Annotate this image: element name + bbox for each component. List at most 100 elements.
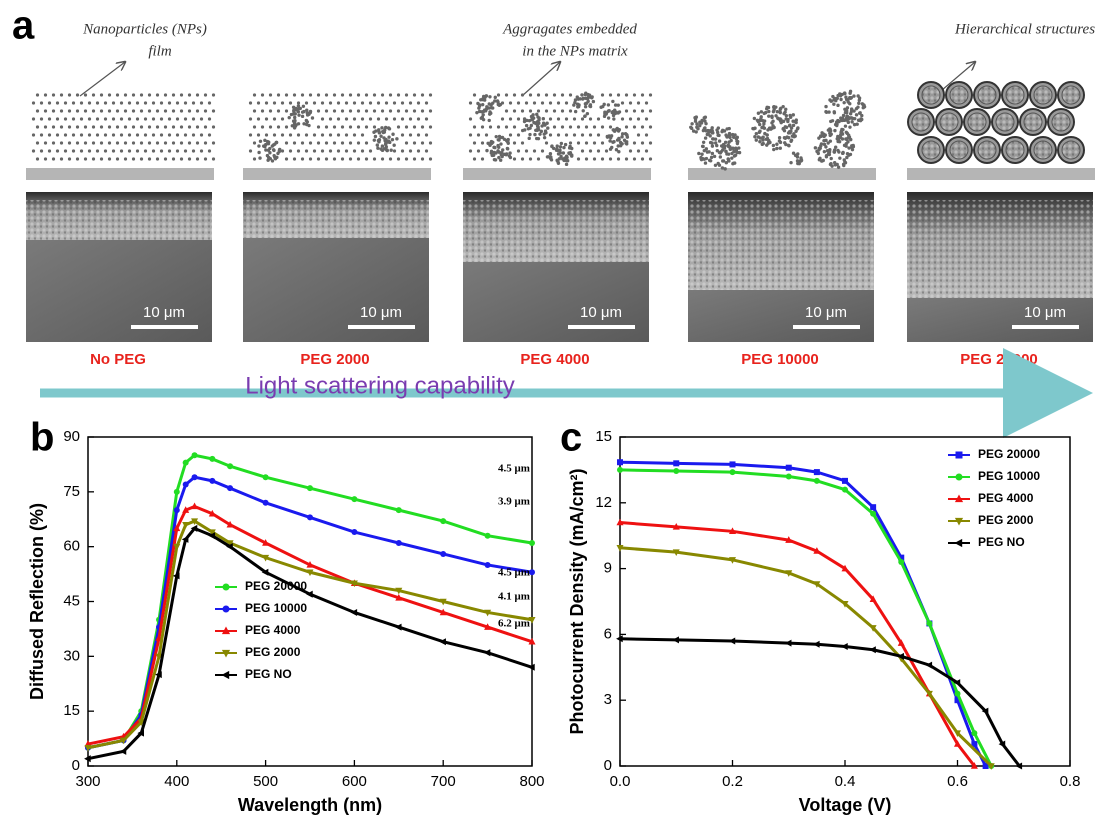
schematic-particle	[694, 115, 699, 119]
schematic-particle	[131, 141, 136, 145]
schematic-particle	[604, 149, 609, 153]
schematic-particle	[83, 141, 88, 145]
schematic-particle	[107, 141, 112, 145]
schematic-particle	[715, 143, 719, 148]
schematic-particle	[272, 101, 277, 105]
schematic-particle	[577, 103, 581, 107]
schematic-particle	[616, 129, 621, 133]
schematic-particle	[39, 101, 44, 105]
schematic-particle	[476, 101, 480, 106]
schematic-particle	[257, 144, 261, 148]
schematic-particle	[689, 126, 694, 131]
sem-substrate	[907, 298, 1093, 342]
point	[84, 744, 92, 752]
schematic-particle	[501, 148, 505, 152]
y-tick-label: 6	[604, 625, 612, 642]
schematic-particle	[344, 117, 349, 121]
schematic-particle	[344, 133, 349, 137]
schematic-particle	[540, 101, 545, 105]
schematic-particle	[75, 157, 80, 161]
schematic-particle	[389, 148, 393, 152]
point	[616, 518, 624, 526]
point	[841, 564, 849, 572]
sem-film-texture	[688, 200, 874, 290]
schematic-particle	[829, 99, 833, 103]
thickness-label: 4.5 μm	[498, 567, 530, 579]
schematic-particle	[147, 141, 152, 145]
schematic-particle	[163, 141, 168, 145]
schematic-particle	[131, 93, 136, 97]
x-tick-label: 600	[342, 773, 367, 790]
schematic-particle	[493, 99, 497, 103]
schematic-particle	[167, 101, 172, 105]
schematic-particle	[424, 117, 429, 121]
schematic-particle	[549, 158, 554, 162]
schematic-particle	[171, 93, 176, 97]
schematic-particle	[535, 120, 539, 125]
schematic-particle	[267, 155, 271, 160]
schematic-particle	[648, 93, 653, 97]
panel-label: a	[12, 4, 35, 48]
schematic-particle	[791, 123, 796, 128]
schematic-particle	[155, 93, 160, 97]
annotation: Aggragates embedded	[502, 21, 637, 37]
schematic-particle	[568, 109, 573, 113]
schematic-particle	[797, 161, 801, 166]
schematic-particle	[276, 93, 281, 97]
schematic-particle	[855, 122, 859, 126]
schematic-particle	[99, 141, 104, 145]
schematic-particle	[372, 125, 377, 129]
schematic-particle	[845, 118, 849, 122]
schematic-particle	[107, 109, 112, 113]
schematic-particle	[252, 157, 257, 161]
point	[953, 730, 962, 737]
schematic-particle	[143, 149, 148, 153]
schematic-particle	[527, 118, 532, 123]
y-tick-label: 0	[604, 757, 612, 774]
annotation: in the NPs matrix	[522, 43, 628, 59]
schematic-particle	[488, 125, 493, 129]
schematic-particle	[43, 141, 48, 145]
point	[191, 518, 199, 525]
schematic-particle	[87, 133, 92, 137]
schematic-particle	[644, 133, 649, 137]
schematic-particle	[583, 114, 587, 118]
x-axis-label: Voltage (V)	[799, 795, 892, 815]
schematic-particle	[291, 105, 296, 109]
substrate	[26, 168, 214, 180]
schematic-particle	[716, 130, 720, 135]
schematic-particle	[568, 93, 573, 97]
schematic-particle	[829, 156, 833, 161]
legend-marker	[954, 538, 963, 548]
schematic-particle	[636, 149, 641, 153]
schematic-particle	[520, 93, 525, 97]
schematic-particle	[528, 157, 533, 161]
schematic-particle	[497, 138, 501, 142]
schematic-particle	[556, 148, 560, 153]
schematic-particle	[468, 149, 473, 153]
x-tick-label: 800	[519, 773, 544, 790]
schematic-particle	[115, 125, 120, 129]
schematic-particle	[832, 102, 836, 106]
scale-bar-label: 10 μm	[805, 304, 847, 321]
point	[182, 459, 189, 466]
schematic-particle	[730, 156, 734, 160]
schematic-particle	[392, 149, 397, 153]
schematic-particle	[737, 146, 741, 150]
schematic-particle	[617, 110, 622, 114]
schematic-particle	[391, 132, 395, 136]
point	[529, 540, 535, 547]
schematic-particle	[492, 150, 496, 155]
point	[971, 730, 978, 737]
schematic-particle	[544, 131, 548, 135]
schematic-particle	[592, 125, 597, 129]
schematic-particle	[328, 133, 333, 137]
schematic-particle	[472, 93, 477, 97]
schematic-particle	[559, 141, 564, 146]
schematic-particle	[35, 125, 40, 129]
y-axis-label: Diffused Reflection (%)	[27, 503, 47, 700]
point	[350, 580, 358, 588]
point	[307, 485, 313, 492]
schematic-particle	[822, 149, 827, 154]
schematic-particle	[828, 131, 832, 135]
